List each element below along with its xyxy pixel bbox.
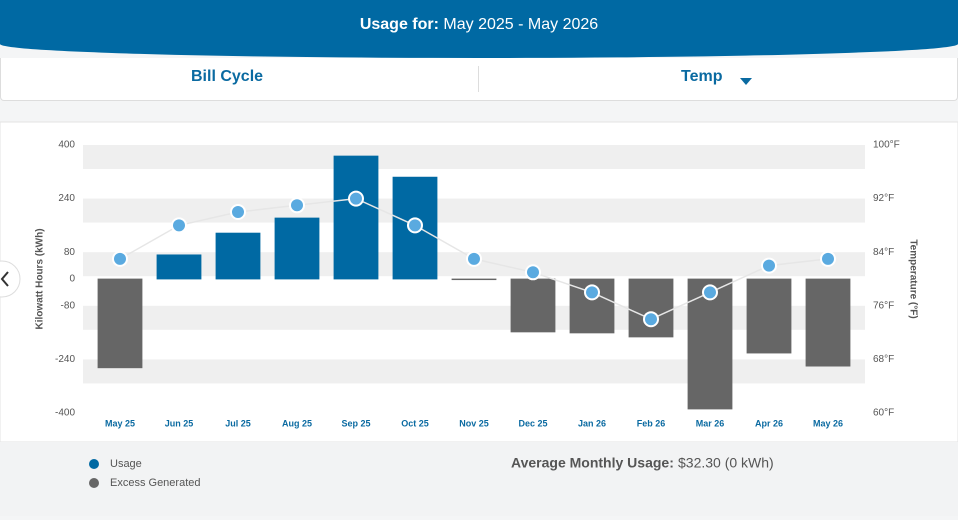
y-tick-label: 0: [69, 274, 75, 285]
tab-bar: Bill Cycle Temp: [0, 58, 958, 101]
grid-band: [83, 305, 865, 330]
bar: [274, 217, 320, 280]
y-axis-title: Kilowatt Hours (kWh): [35, 228, 46, 329]
x-tick-label: Aug 25: [282, 418, 312, 428]
bar: [97, 278, 143, 369]
x-tick-label: Apr 26: [755, 418, 783, 428]
temperature-point: [820, 250, 836, 267]
bar: [510, 278, 556, 333]
bar: [628, 278, 674, 338]
header-label: Usage for:: [359, 16, 439, 33]
y2-tick-label: 84°F: [873, 247, 894, 258]
x-tick-label: Feb 26: [637, 418, 666, 428]
y2-tick-label: 92°F: [873, 193, 894, 204]
temperature-point: [348, 190, 364, 207]
legend-label: Excess Generated: [110, 477, 201, 489]
temperature-point: [643, 311, 659, 328]
x-tick-label: Jun 25: [165, 418, 194, 428]
x-tick-label: Jan 26: [578, 418, 606, 428]
x-tick-label: Sep 25: [341, 418, 370, 428]
temperature-point: [584, 284, 600, 301]
y2-tick-label: 68°F: [873, 354, 894, 365]
summary-value: $32.30 (0 kWh): [678, 455, 774, 471]
temperature-point: [761, 257, 777, 274]
legend-label: Usage: [110, 458, 142, 470]
dropdown-caret[interactable]: [740, 78, 752, 85]
y-tick-label: 80: [64, 247, 76, 258]
header-range: May 2025 - May 2026: [443, 16, 599, 33]
tab[interactable]: Temp: [681, 68, 723, 85]
temperature-point: [466, 250, 482, 267]
y-tick-label: 240: [58, 193, 75, 204]
temperature-point: [407, 217, 423, 234]
prev-arrow[interactable]: [0, 271, 9, 287]
x-tick-label: Jul 25: [225, 418, 251, 428]
grid-band: [83, 198, 865, 223]
x-tick-label: May 26: [813, 418, 843, 428]
header: Usage for: May 2025 - May 2026: [0, 0, 958, 58]
grid-band: [83, 145, 865, 169]
grid-band: [83, 359, 865, 384]
temperature-point: [230, 204, 246, 220]
bar: [156, 254, 202, 280]
chart-panel: [0, 121, 958, 443]
temperature-point: [702, 284, 718, 301]
temperature-point: [112, 250, 128, 267]
temperature-point: [525, 264, 541, 281]
y-tick-label: -400: [55, 408, 75, 419]
bar: [805, 278, 851, 367]
x-tick-label: Dec 25: [518, 418, 547, 428]
bar: [333, 155, 379, 280]
prev-button[interactable]: [0, 260, 21, 298]
y2-tick-label: 76°F: [873, 300, 894, 311]
y-tick-label: -80: [61, 300, 76, 311]
bar: [687, 278, 733, 410]
bar: [451, 278, 497, 281]
legend-swatch: [89, 478, 99, 488]
y-tick-label: -240: [55, 354, 75, 365]
tab[interactable]: Bill Cycle: [191, 68, 264, 85]
footer-panel: [0, 442, 958, 516]
bar: [746, 278, 792, 354]
temperature-point: [289, 197, 305, 214]
x-tick-label: May 25: [105, 418, 135, 428]
divider: [478, 66, 479, 92]
y-tick-label: 400: [58, 140, 75, 151]
x-tick-label: Nov 25: [459, 418, 489, 428]
x-tick-label: Mar 26: [696, 418, 725, 428]
y2-tick-label: 100°F: [873, 140, 900, 151]
summary-label: Average Monthly Usage:: [511, 455, 674, 471]
x-tick-label: Oct 25: [401, 418, 429, 428]
bar: [215, 232, 261, 280]
legend-swatch: [89, 459, 99, 469]
y2-axis-title: Temperature (°F): [907, 239, 918, 318]
temperature-point: [171, 217, 187, 234]
y2-tick-label: 60°F: [873, 408, 894, 419]
